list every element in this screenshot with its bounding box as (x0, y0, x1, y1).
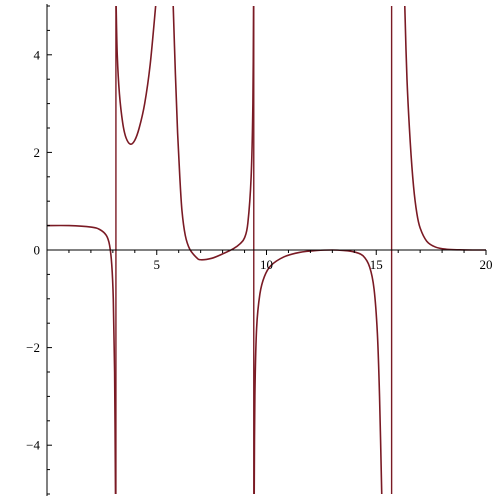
x-tick-label: 20 (480, 257, 493, 272)
curve-branch-3 (172, 6, 255, 261)
y-tick-label: 0 (34, 243, 41, 258)
y-tick-label: −2 (26, 340, 40, 355)
x-tick-label: 10 (260, 257, 273, 272)
y-tick-label: 4 (34, 47, 41, 62)
curve-branch-5 (403, 6, 486, 251)
x-ticks: 5 10 15 20 (68, 250, 493, 272)
y-tick-label: 2 (34, 145, 41, 160)
x-tick-label: 5 (154, 257, 161, 272)
y-ticks: −4 −2 0 2 4 (26, 5, 52, 495)
curve-branch-1 (47, 224, 117, 494)
x-tick-label: 15 (370, 257, 383, 272)
y-tick-label: −4 (26, 438, 40, 453)
curve-branch-4 (253, 249, 383, 494)
curve-branch-2 (115, 6, 157, 145)
